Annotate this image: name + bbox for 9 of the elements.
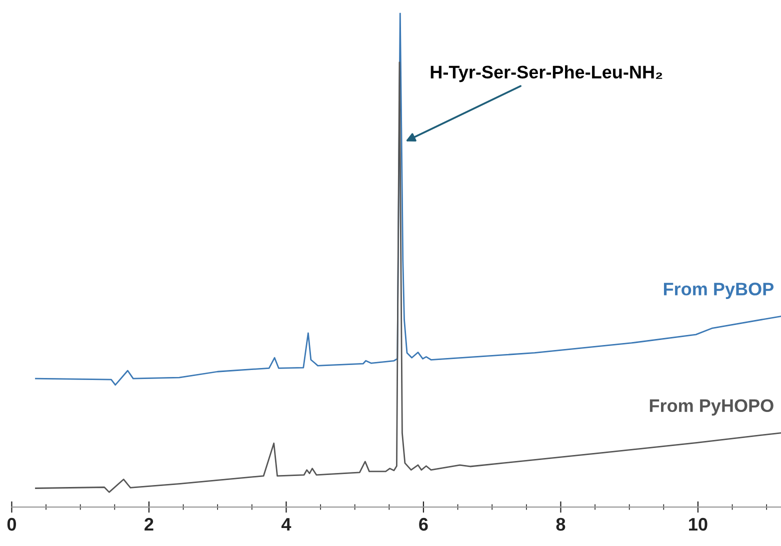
x-tick-label: 0: [7, 518, 16, 531]
x-tick-label: 4: [281, 518, 292, 531]
x-tick-label: 8: [556, 518, 566, 531]
x-tick-label: 2: [144, 518, 154, 531]
annotation: H-Tyr-Ser-Ser-Phe-Leu-NH₂: [430, 65, 662, 82]
x-tick-label: 10: [689, 518, 708, 531]
x-tick-label: 6: [419, 518, 428, 531]
series-label: From PyBOP: [664, 282, 774, 299]
series-label: From PyHOPO: [650, 399, 774, 416]
